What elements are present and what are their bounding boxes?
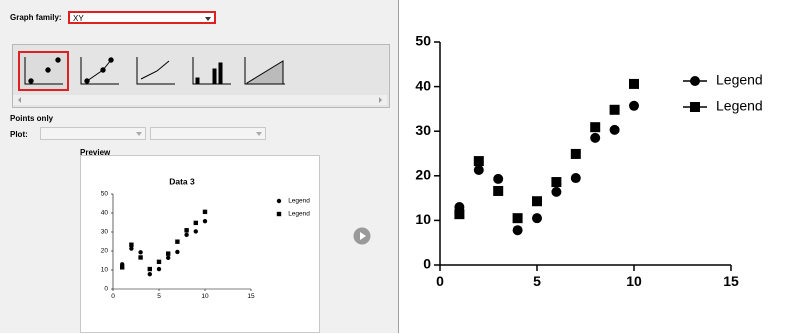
main-chart: 0 10 20 30 40 50 0 5 10 15 Legend Legend [415,33,763,289]
scrollbar[interactable] [13,95,387,105]
y-tick-label: 20 [415,167,431,183]
marker-circle [551,186,562,197]
marker-circle [493,173,504,184]
gallery-icons [13,51,387,105]
marker-circle [175,249,180,255]
y-tick-label: 40 [415,77,431,93]
marker-square [120,265,125,270]
marker-circle [138,250,143,255]
marker-square [166,251,171,256]
marker-square [532,196,542,207]
marker-square [184,228,189,233]
legend-label: Legend [288,211,310,218]
marker-circle [590,132,601,143]
y-tick-label: 50 [101,191,109,198]
marker-square [570,148,581,159]
marker-circle [202,218,208,224]
marker-square [493,185,504,196]
marker-square [473,156,484,167]
x-tick-label: 10 [626,273,642,289]
marker-square [512,213,523,224]
marker-square [551,177,562,188]
marker-square [454,209,465,220]
marker-circle [193,229,198,234]
marker-circle [690,76,700,86]
y-tick-label: 0 [104,286,108,293]
plot-select-1[interactable] [40,127,146,140]
marker-square [147,266,152,272]
graph-family-label: Graph family: [10,13,62,22]
play-button[interactable] [353,227,371,245]
marker-circle [184,232,189,238]
graph-family-value: XY [73,14,84,23]
gallery-icon [24,57,285,85]
marker-circle [147,271,152,277]
marker-square [175,239,180,244]
y-tick-label: 0 [423,256,431,272]
marker-circle [512,225,523,236]
caret [256,132,262,136]
marker-square [138,255,143,260]
gallery-caption: Points only [10,114,54,123]
x-tick-label: 10 [201,293,209,300]
marker-circle [166,255,171,261]
x-tick-label: 5 [533,273,541,289]
plot-select-2[interactable] [150,127,266,140]
marker-circle [532,213,542,224]
marker-square [629,78,639,89]
marker-circle [129,246,134,251]
marker-square [590,122,601,133]
preview-box: 0 10 20 30 40 50 0 5 10 15 Data 3 Legend Legend [80,155,320,333]
x-tick-label: 15 [723,273,739,289]
y-tick-label: 50 [415,33,431,49]
x-tick-label: 5 [157,293,161,300]
marker-circle [276,198,282,204]
marker-circle [570,173,581,184]
legend-label: Legend [716,72,763,88]
marker-square [193,220,198,226]
graph-family-select[interactable]: XY [68,11,216,24]
marker-square [276,211,282,217]
marker-circle [156,266,162,272]
caret [205,17,211,21]
marker-square [156,259,162,265]
y-tick-label: 40 [101,210,109,217]
marker-square [690,102,700,112]
y-tick-label: 10 [101,267,109,274]
preview-label: Preview [80,148,111,157]
graph-gallery [12,44,390,108]
preview-chart: 0 10 20 30 40 50 0 5 10 15 Data 3 Legend Legend [101,176,311,300]
marker-circle [629,100,639,111]
x-tick-label: 15 [247,293,255,300]
y-tick-label: 30 [415,122,431,138]
legend-label: Legend [288,198,310,205]
marker-square [202,209,208,215]
chart-title: Data 3 [169,176,195,186]
y-tick-label: 20 [101,248,109,255]
marker-circle [609,124,620,135]
y-tick-label: 10 [415,211,431,227]
options-panel: Graph family: XY Points only Plot: Previ… [0,0,399,333]
legend-label: Legend [716,98,763,114]
x-tick-label: 0 [436,273,444,289]
caret [136,132,142,136]
marker-square [129,242,134,247]
plot-label: Plot: [10,130,28,139]
marker-circle [473,165,484,176]
x-tick-label: 0 [111,293,115,300]
y-tick-label: 30 [101,229,109,236]
marker-square [609,104,620,115]
